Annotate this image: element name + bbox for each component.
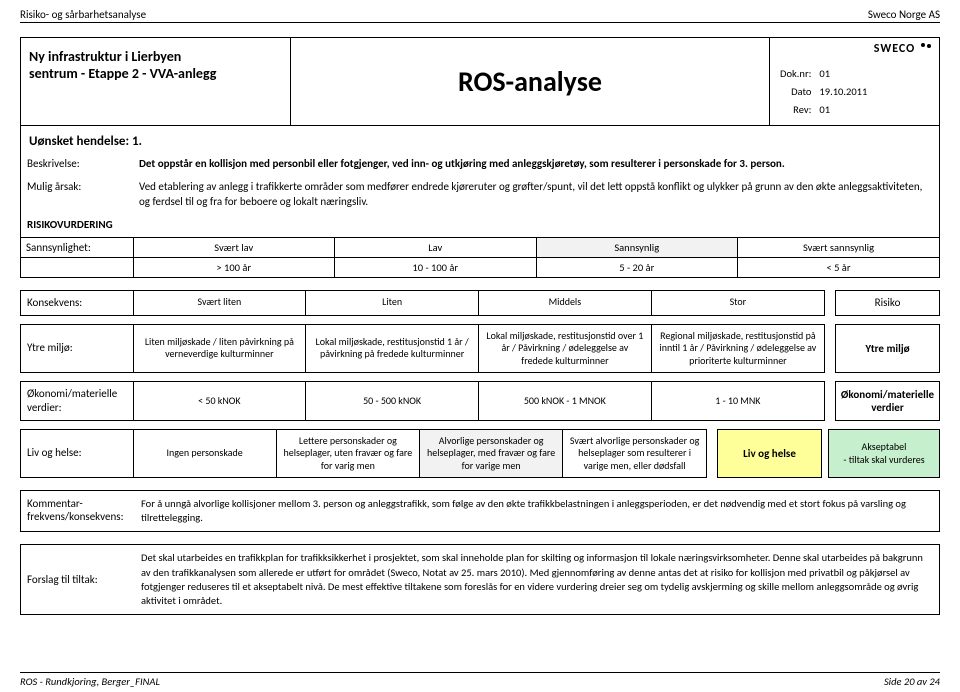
title-block: Ny infrastruktur i Lierbyen sentrum - Et… (20, 37, 940, 278)
doc-title: Ny infrastruktur i Lierbyen sentrum - Et… (21, 38, 291, 125)
okon-risk: Økonomi/materielle verdier (835, 381, 940, 421)
header-left: Risiko- og sårbarhetsanalyse (20, 8, 146, 21)
ytre-risk: Ytre miljø (835, 324, 940, 374)
desc-label: Beskrivelse: (21, 153, 133, 176)
desc-text: Det oppstår en kollisjon med personbil e… (133, 153, 939, 176)
likelihood-table: Sannsynlighet: Svært lav Lav Sannsynlig … (21, 237, 939, 277)
consequence-header-box: Konsekvens: Svært liten Liten Middels St… (20, 290, 825, 316)
liv-risk: Liv og helse (717, 429, 822, 479)
cause-label: Mulig årsak: (21, 176, 133, 214)
footer-left: ROS - Rundkjoring, Berger_FINAL (20, 675, 160, 688)
okon-box: Økonomi/materielle verdier: < 50 kNOK 50… (20, 381, 825, 421)
accept-box: Akseptabel - tiltak skal vurderes (828, 429, 940, 479)
cause-text: Ved etablering av anlegg i trafikkerte o… (133, 176, 939, 214)
tiltak-box: Forslag til tiltak: Det skal utarbeides … (20, 544, 940, 615)
page-header: Risiko- og sårbarhetsanalyse Sweco Norge… (20, 8, 940, 23)
sweco-logo: SWECO (874, 42, 933, 56)
kommentar-box: Kommentar-frekvens/konsekvens: For å unn… (20, 490, 940, 532)
page-footer: ROS - Rundkjoring, Berger_FINAL Side 20 … (20, 672, 940, 688)
likelihood-label: Sannsynlighet: (21, 237, 133, 257)
risk-heading: RISIKOVURDERING (21, 214, 133, 237)
doc-meta: SWECO Dok.nr:01 Dato19.10.2011 Rev:01 (769, 38, 939, 125)
footer-right: Side 20 av 24 (884, 675, 940, 688)
event-heading: Uønsket hendelse: 1. (21, 126, 939, 153)
ros-title: ROS-analyse (291, 38, 769, 125)
liv-box: Liv og helse: Ingen personskade Lettere … (20, 429, 707, 479)
cons-label: Konsekvens: (21, 291, 133, 315)
header-right: Sweco Norge AS (868, 8, 940, 21)
risk-header: Risiko (835, 290, 940, 316)
ytre-box: Ytre miljø: Liten miljøskade / liten påv… (20, 324, 825, 374)
